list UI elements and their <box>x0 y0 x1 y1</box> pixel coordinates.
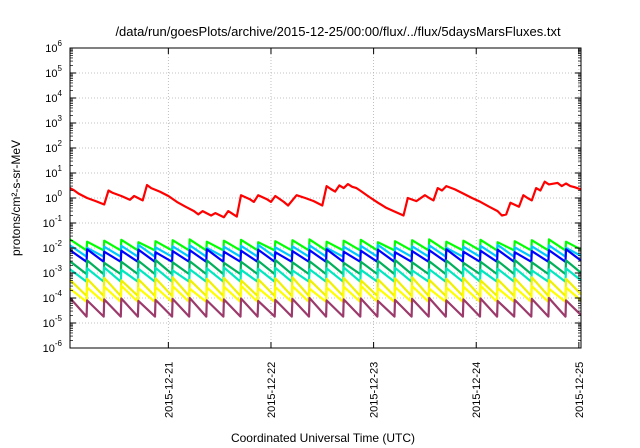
y-axis-label: protons/cm²-s-sr-MeV <box>9 140 23 256</box>
y-tick-label: 103 <box>45 114 62 130</box>
x-tick-label: 2015-12-25 <box>574 362 586 418</box>
x-axis: 2015-12-21 2015-12-22 2015-12-23 2015-12-24… <box>163 48 586 418</box>
series-layer <box>70 180 581 318</box>
y-tick-label: 106 <box>45 39 62 55</box>
y-tick-label: 10-3 <box>43 264 63 280</box>
y-tick-label: 104 <box>45 89 62 105</box>
series-line-7 <box>70 276 581 298</box>
chart-title: /data/run/goesPlots/archive/2015-12-25/0… <box>115 24 561 39</box>
series-line-5 <box>70 258 581 276</box>
y-tick-label: 10-6 <box>43 339 63 355</box>
x-tick-label: 2015-12-23 <box>369 362 381 418</box>
series-line-1 <box>70 180 581 219</box>
y-tick-label: 10-4 <box>43 289 63 305</box>
series-line-2 <box>70 238 581 252</box>
y-tick-label: 101 <box>45 164 62 180</box>
y-axis: 10-6 10-5 10-4 10-3 10-2 10-1 100 101 102 103 104 1… <box>43 39 581 355</box>
series-line-4 <box>70 248 581 263</box>
y-tick-label: 105 <box>45 64 62 80</box>
x-tick-label: 2015-12-24 <box>471 362 483 418</box>
x-tick-label: 2015-12-21 <box>163 362 175 418</box>
y-tick-label: 10-1 <box>43 214 63 230</box>
series-line-9 <box>70 296 581 318</box>
y-tick-label: 100 <box>45 189 62 205</box>
y-tick-label: 10-5 <box>43 314 63 330</box>
series-line-6 <box>70 266 581 283</box>
x-axis-label: Coordinated Universal Time (UTC) <box>231 431 415 445</box>
y-tick-label: 102 <box>45 139 62 155</box>
x-tick-label: 2015-12-22 <box>266 362 278 418</box>
series-line-3 <box>70 243 581 258</box>
y-tick-label: 10-2 <box>43 239 63 255</box>
series-line-8 <box>70 284 581 303</box>
